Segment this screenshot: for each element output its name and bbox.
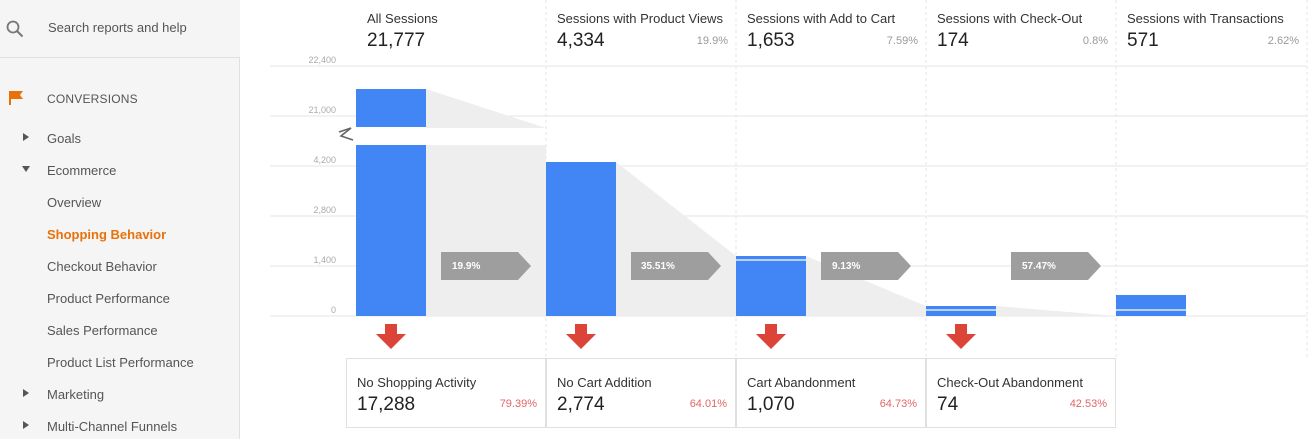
- stage-value: 4,334: [557, 30, 605, 51]
- dropoff-value: 17,288: [357, 394, 416, 415]
- search-box[interactable]: Search reports and help: [0, 0, 240, 58]
- stage-name: Sessions with Add to Cart: [747, 11, 896, 26]
- bar-transactions[interactable]: [1116, 295, 1186, 316]
- y-tick-label: 2,800: [313, 205, 336, 215]
- dropoff-pct: 79.39%: [499, 398, 537, 410]
- axis-break-icon: [338, 127, 354, 141]
- nav-item-product-performance[interactable]: Product Performance: [0, 288, 240, 310]
- dropoff-value: 1,070: [747, 394, 795, 415]
- y-tick-label: 22,400: [308, 55, 336, 65]
- bar-all-sessions[interactable]: [356, 145, 426, 316]
- stage-value: 571: [1127, 30, 1159, 51]
- dropoff-pct: 64.73%: [879, 398, 917, 410]
- section-label: CONVERSIONS: [47, 92, 138, 106]
- stage-name: Sessions with Product Views: [557, 11, 723, 26]
- nav-item-multi-channel-funnels[interactable]: Multi-Channel Funnels: [0, 416, 240, 438]
- dropoff-arrow-icon: [946, 324, 976, 349]
- search-input[interactable]: Search reports and help: [48, 20, 187, 35]
- dropoff-name: No Shopping Activity: [357, 375, 477, 390]
- nav-item-overview[interactable]: Overview: [0, 192, 240, 214]
- stage-value: 21,777: [367, 30, 426, 51]
- nav-item-marketing[interactable]: Marketing: [0, 384, 240, 406]
- flag-icon: [9, 91, 23, 105]
- caret-down-icon: [22, 166, 30, 172]
- stage-all-sessions[interactable]: All Sessions 21,777: [356, 0, 546, 66]
- stage-name: Sessions with Transactions: [1127, 11, 1284, 26]
- caret-right-icon: [23, 389, 29, 397]
- stage-pct: 7.59%: [886, 35, 918, 47]
- nav-item-label: Overview: [47, 195, 102, 210]
- nav-item-label: Goals: [47, 131, 81, 146]
- section-conversions[interactable]: CONVERSIONS: [0, 86, 240, 112]
- nav-item-label: Product Performance: [47, 291, 170, 306]
- stage-check-out[interactable]: Sessions with Check-Out 174 0.8%: [926, 0, 1116, 66]
- conversion-arrow: 9.13%: [821, 252, 911, 280]
- nav-item-label: Checkout Behavior: [47, 259, 157, 274]
- dropoff-value: 2,774: [557, 394, 605, 415]
- dropoff-arrow-icon: [566, 324, 596, 349]
- nav-item-ecommerce[interactable]: Ecommerce: [0, 160, 240, 182]
- search-icon: [6, 20, 24, 38]
- conversion-arrow: 57.47%: [1011, 252, 1101, 280]
- stage-transactions[interactable]: Sessions with Transactions 571 2.62%: [1116, 0, 1307, 66]
- stage-value: 1,653: [747, 30, 795, 51]
- nav-item-label: Sales Performance: [47, 323, 158, 338]
- stage-pct: 0.8%: [1082, 35, 1108, 47]
- nav-item-goals[interactable]: Goals: [0, 128, 240, 150]
- nav-item-label: Ecommerce: [47, 163, 117, 178]
- stage-value: 174: [937, 30, 969, 51]
- y-tick-label: 21,000: [308, 105, 336, 115]
- bar-all-sessions-top[interactable]: [356, 89, 426, 127]
- nav-item-shopping-behavior[interactable]: Shopping Behavior: [0, 224, 240, 246]
- y-tick-label: 1,400: [313, 255, 336, 265]
- funnel-chart: 19.9% 35.51% 9.13% 57.47%: [270, 0, 1308, 358]
- caret-right-icon: [23, 133, 29, 141]
- y-tick-label: 0: [330, 305, 336, 315]
- dropoff-pct: 64.01%: [689, 398, 727, 410]
- y-tick-label: 4,200: [313, 155, 336, 165]
- nav-item-checkout-behavior[interactable]: Checkout Behavior: [0, 256, 240, 278]
- nav-item-label: Shopping Behavior: [47, 227, 167, 242]
- dropoff-name: No Cart Addition: [557, 375, 652, 390]
- stage-name: Sessions with Check-Out: [937, 11, 1083, 26]
- stage-pct: 2.62%: [1267, 35, 1299, 47]
- dropoff-pct: 42.53%: [1069, 398, 1107, 410]
- funnel-shade-top: [426, 89, 546, 128]
- dropoff-no-cart-addition[interactable]: No Cart Addition 2,774 64.01%: [546, 358, 736, 428]
- stage-product-views[interactable]: Sessions with Product Views 4,334 19.9%: [546, 0, 736, 66]
- nav-item-label: Multi-Channel Funnels: [47, 419, 178, 434]
- conversion-rate-label: 19.9%: [452, 261, 480, 272]
- bar-product-views[interactable]: [546, 162, 616, 316]
- dropoff-value: 74: [937, 394, 959, 415]
- nav-item-label: Marketing: [47, 387, 105, 402]
- conversion-rate-label: 9.13%: [832, 261, 860, 272]
- dropoff-name: Cart Abandonment: [747, 375, 856, 390]
- stage-name: All Sessions: [367, 11, 438, 26]
- shopping-funnel: 19.9% 35.51% 9.13% 57.47% 22,400 21,000 …: [255, 0, 1315, 439]
- conversion-rate-label: 57.47%: [1022, 261, 1056, 272]
- sidebar: Search reports and help CONVERSIONS Goal…: [0, 0, 240, 439]
- dropoff-arrow-icon: [756, 324, 786, 349]
- conversion-rate-label: 35.51%: [641, 261, 675, 272]
- caret-right-icon: [23, 421, 29, 429]
- nav-item-label: Product List Performance: [47, 355, 194, 370]
- stage-add-to-cart[interactable]: Sessions with Add to Cart 1,653 7.59%: [736, 0, 926, 66]
- bar-add-to-cart[interactable]: [736, 256, 806, 316]
- dropoff-arrow-icon: [376, 324, 406, 349]
- nav-item-sales-performance[interactable]: Sales Performance: [0, 320, 240, 342]
- conversion-arrow: 35.51%: [631, 252, 721, 280]
- conversion-arrow: 19.9%: [441, 252, 531, 280]
- nav-item-product-list-performance[interactable]: Product List Performance: [0, 352, 240, 374]
- bar-check-out[interactable]: [926, 306, 996, 316]
- dropoff-name: Check-Out Abandonment: [937, 375, 1083, 390]
- dropoff-no-shopping-activity[interactable]: No Shopping Activity 17,288 79.39%: [346, 358, 546, 428]
- dropoff-cart-abandonment[interactable]: Cart Abandonment 1,070 64.73%: [736, 358, 926, 428]
- stage-pct: 19.9%: [696, 35, 728, 47]
- dropoff-check-out-abandonment[interactable]: Check-Out Abandonment 74 42.53%: [926, 358, 1116, 428]
